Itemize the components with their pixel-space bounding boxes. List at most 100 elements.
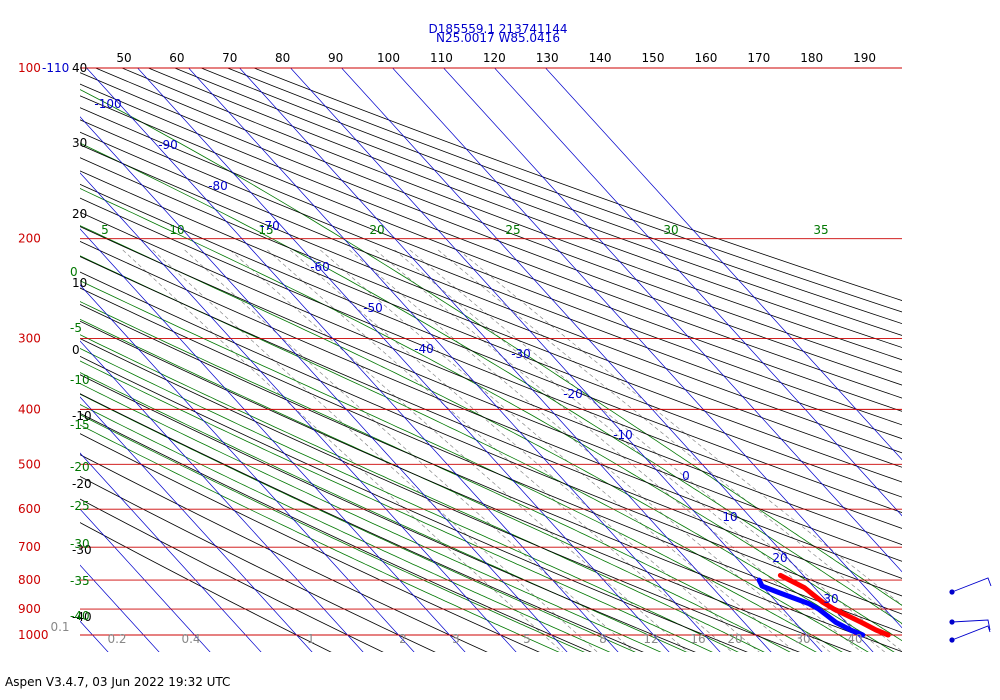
- isotherm-line: [290, 68, 823, 652]
- top-axis-label: 180: [800, 51, 823, 65]
- moist-adiabat-line: [80, 414, 585, 652]
- dry-adiabat-line: [80, 144, 902, 468]
- top-axis-label: 150: [642, 51, 665, 65]
- top-axis-label: 80: [275, 51, 290, 65]
- left-moist-label: -40: [70, 609, 90, 623]
- pressure-label: 300: [18, 332, 41, 346]
- dry-adiabat-line: [80, 454, 488, 652]
- mixing-ratio-line: [437, 249, 902, 625]
- left-dry-label: -40: [72, 610, 92, 624]
- isotherm-line: [80, 508, 211, 652]
- isotherm-line: [239, 68, 772, 652]
- moist-adiabat-line: [80, 383, 662, 652]
- isotherm-label: -80: [208, 179, 228, 193]
- dry-adiabat-line: [120, 68, 902, 361]
- dry-adiabat-line: [80, 256, 902, 597]
- pressure-label: 900: [18, 602, 41, 616]
- dry-adiabat-line: [80, 131, 902, 454]
- isotherm-line: [392, 68, 902, 629]
- isotherm-label: 0: [682, 469, 690, 483]
- isotherm-line: [341, 68, 874, 652]
- moist-adiabat-label: 10: [169, 223, 184, 237]
- left-moist-label: -15: [70, 418, 90, 432]
- pressure-label: 800: [18, 573, 41, 587]
- isotherm-label: 10: [722, 510, 737, 524]
- mixing-ratio-label: 16: [690, 632, 705, 646]
- mixing-ratio-line: [458, 249, 902, 606]
- isotherm-line: [80, 340, 364, 652]
- pressure-label: 200: [18, 232, 41, 246]
- isotherm-line: [80, 620, 109, 652]
- dry-adiabat-line: [80, 522, 332, 652]
- title-line-1: D185559.1 213741144: [428, 22, 568, 36]
- mixing-ratio-line: [122, 249, 563, 652]
- dry-adiabat-line: [200, 68, 902, 325]
- mixing-ratio-line: [152, 249, 598, 652]
- mixing-ratio-label: 8: [599, 632, 607, 646]
- pressure-label: 1000: [18, 628, 49, 642]
- isotherm-label: -20: [563, 387, 583, 401]
- mixing-ratio-line: [267, 249, 733, 652]
- dry-adiabat-line: [80, 83, 902, 399]
- temperature-profile-line: [777, 572, 891, 638]
- left-dry-label: 10: [72, 276, 87, 290]
- dry-adiabat-line: [80, 183, 902, 514]
- mixing-ratio-label: 30: [795, 632, 810, 646]
- top-axis-label: 160: [694, 51, 717, 65]
- mixing-ratio-line: [375, 249, 863, 652]
- dry-adiabat-line: [80, 240, 902, 579]
- dry-adiabat-line: [80, 95, 902, 412]
- isotherm-label: 20: [772, 551, 787, 565]
- left-dry-label: 0: [72, 343, 80, 357]
- isotherm-label: -10: [613, 428, 633, 442]
- isotherm-line: [80, 396, 313, 652]
- dry-adiabat-line: [80, 226, 902, 562]
- isotherm-line: [80, 284, 415, 652]
- dry-adiabat-line: [80, 498, 384, 652]
- left-moist-label: -10: [70, 373, 90, 387]
- left-moist-label: -20: [70, 460, 90, 474]
- mixing-ratio-label: 0.1: [50, 620, 69, 634]
- mixing-ratio-line: [320, 249, 796, 652]
- isotherm-line: [188, 68, 721, 652]
- dry-adiabat-line: [80, 433, 540, 652]
- dry-adiabat-line: [173, 68, 902, 336]
- mixing-ratio-line: [349, 249, 831, 652]
- dry-adiabat-line: [80, 475, 436, 652]
- dry-adiabat-line: [252, 68, 902, 301]
- dry-adiabat-line: [80, 355, 748, 652]
- moist-adiabat-label: 35: [813, 223, 828, 237]
- moist-adiabat-label: 30: [663, 223, 678, 237]
- dry-adiabat-line: [80, 393, 644, 652]
- dry-adiabat-line: [80, 303, 902, 652]
- isotherm-line: [443, 68, 902, 573]
- top-axis-label: 50: [116, 51, 131, 65]
- wind-barb: [951, 625, 991, 641]
- dry-adiabat-line: [80, 287, 902, 633]
- left-moist-label: -25: [70, 499, 90, 513]
- mixing-ratio-label: 0.2: [107, 632, 126, 646]
- isotherm-label: -30: [511, 347, 531, 361]
- mixing-ratio-line: [409, 249, 902, 652]
- isotherm-label-top-left: -110: [42, 61, 69, 75]
- top-axis-label: 140: [589, 51, 612, 65]
- moist-adiabat-label: 20: [369, 223, 384, 237]
- top-axis-label: 70: [222, 51, 237, 65]
- isotherm-line: [80, 228, 466, 652]
- isotherm-line: [545, 68, 902, 461]
- dry-adiabat-line: [80, 320, 852, 652]
- moist-adiabat-line: [80, 404, 611, 652]
- dry-adiabat-line: [80, 119, 902, 440]
- left-dry-label: 30: [72, 136, 87, 150]
- dry-adiabat-line: [147, 68, 902, 348]
- isotherm-label: -50: [363, 301, 383, 315]
- mixing-ratio-label: 0.4: [181, 632, 200, 646]
- moist-adiabat-label: 5: [101, 223, 109, 237]
- isotherm-line: [80, 452, 262, 652]
- left-dry-label: 40: [72, 61, 87, 75]
- mixing-ratio-line: [229, 249, 689, 652]
- moist-adiabat-line: [80, 188, 902, 642]
- wind-barb: [951, 619, 991, 631]
- moist-adiabat-line: [80, 348, 739, 652]
- isotherm-line: [137, 68, 670, 652]
